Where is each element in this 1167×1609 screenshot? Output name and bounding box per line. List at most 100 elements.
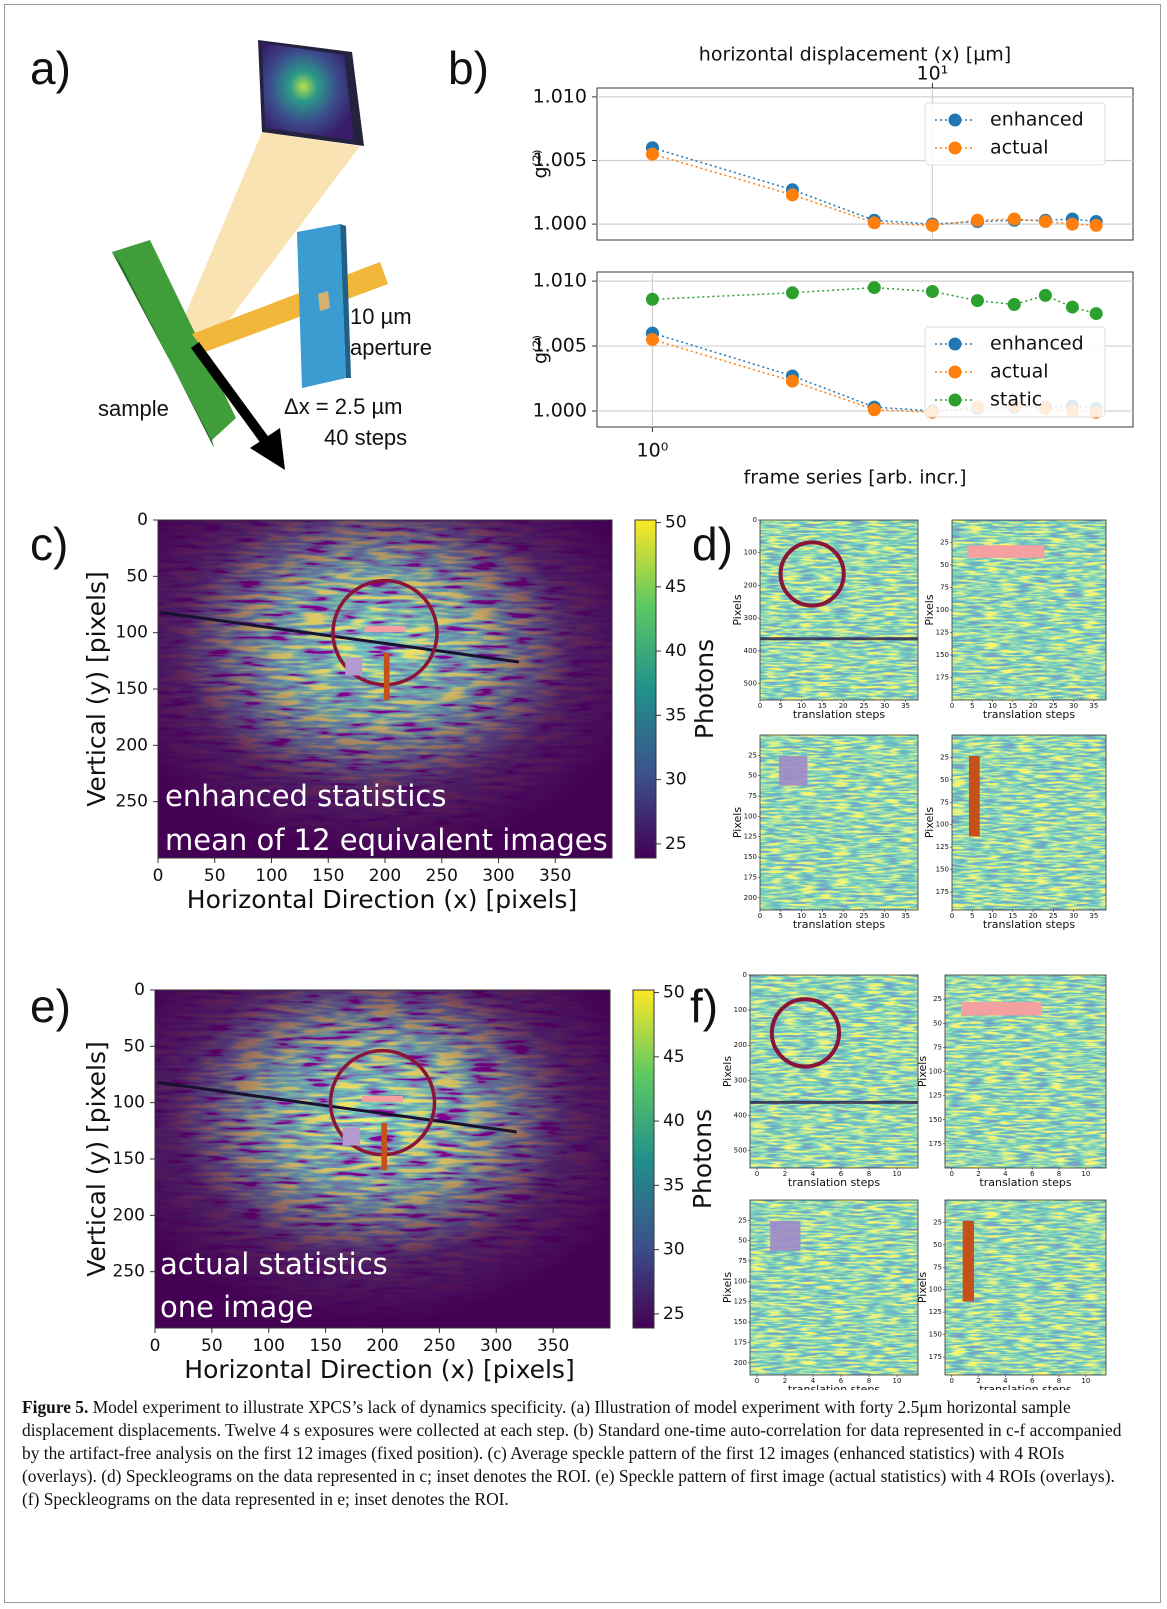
x-tick-label: 0 [150, 1336, 161, 1356]
x-tick-label: 6 [1030, 1377, 1035, 1385]
x-tick-label: 5 [779, 912, 783, 920]
x-tick-label: 6 [839, 1377, 844, 1385]
y-tick-label: 125 [734, 1298, 747, 1306]
y-tick-label: 125 [936, 843, 949, 851]
y-tick-label: 75 [940, 798, 949, 806]
data-point [1089, 218, 1103, 232]
x-tick-label: 2 [976, 1170, 980, 1178]
x-tick-label: 6 [1030, 1170, 1035, 1178]
aperture-hole [318, 291, 330, 311]
x-tick-label: 30 [1069, 912, 1078, 920]
y-axis-label: Pixels [916, 1056, 929, 1087]
x-tick-label: 30 [880, 912, 889, 920]
colorbar-tick-label: 45 [663, 1047, 685, 1067]
y-tick-label: 50 [126, 566, 148, 586]
x-tick-label: 5 [970, 912, 974, 920]
x-tick-label: 6 [839, 1170, 844, 1178]
y-axis-label: g⁽²⁾ [530, 335, 552, 364]
roi-bar [967, 545, 1045, 558]
x-tick-label: 4 [1003, 1170, 1008, 1178]
annotation: aperture [350, 335, 432, 360]
x-tick-label: 10 [893, 1170, 902, 1178]
overlay-text: actual statistics [160, 1247, 388, 1281]
colorbar-tick-label: 50 [663, 983, 685, 1003]
x-tick-label: 8 [1057, 1170, 1061, 1178]
speckleogram-frame [944, 1199, 1107, 1376]
x-tick-label: 50 [204, 866, 226, 886]
x-tick-label: 350 [537, 1336, 569, 1356]
y-tick-label: 50 [940, 776, 949, 784]
x-axis-label: translation steps [979, 1176, 1071, 1189]
roi-square [770, 1221, 801, 1251]
data-point [970, 294, 984, 308]
x2-tick-label: 10¹ [917, 63, 949, 85]
y-tick-label: 100 [936, 606, 949, 614]
x-tick-label: 10⁰ [637, 440, 669, 462]
caption-label: Figure 5. [22, 1397, 89, 1417]
colorbar-tick-label: 35 [663, 1175, 685, 1195]
x-tick-label: 8 [867, 1377, 871, 1385]
y-tick-label: 0 [753, 516, 757, 524]
y-tick-label: 0 [137, 510, 148, 530]
panel-label: f) [690, 980, 718, 1032]
x-tick-label: 100 [253, 1336, 285, 1356]
data-point [1065, 217, 1079, 231]
x-axis-label: translation steps [788, 1383, 880, 1390]
data-point [645, 147, 659, 161]
x-tick-label: 35 [901, 702, 910, 710]
panel-label: b) [448, 42, 489, 94]
data-point [1007, 212, 1021, 226]
annotation: sample [98, 396, 169, 421]
x-axis-label: Horizontal Direction (x) [pixels] [187, 885, 577, 914]
y-tick-label: 75 [933, 1043, 942, 1051]
x-tick-label: 0 [949, 1377, 953, 1385]
y-tick-label: 125 [929, 1308, 942, 1316]
x-tick-label: 0 [758, 912, 762, 920]
y-tick-label: 150 [929, 1331, 942, 1339]
y-tick-label: 250 [116, 792, 148, 812]
data-point [925, 218, 939, 232]
sample-plate [112, 240, 236, 440]
panel-label: e) [30, 980, 71, 1032]
y-tick-label: 100 [734, 1006, 747, 1014]
legend-marker [948, 393, 962, 407]
speckleogram-frame [759, 734, 919, 911]
x-tick-label: 150 [312, 866, 344, 886]
x-axis-label: translation steps [983, 918, 1075, 931]
y-tick-label: 100 [113, 1093, 145, 1113]
x-tick-label: 15 [818, 702, 827, 710]
colorbar-tick-label: 50 [665, 513, 687, 533]
x-tick-label: 0 [950, 912, 954, 920]
y-axis-label: Pixels [916, 1272, 929, 1303]
y-tick-label: 150 [734, 1318, 747, 1326]
x-tick-label: 100 [255, 866, 287, 886]
figure-frame [4, 4, 1161, 1603]
x-axis-label: translation steps [983, 708, 1075, 721]
y-axis-label: Pixels [923, 594, 936, 625]
y-tick-label: 50 [933, 1019, 942, 1027]
x-tick-label: 25 [859, 912, 868, 920]
x-tick-label: 200 [366, 1336, 398, 1356]
x-tick-label: 10 [988, 912, 997, 920]
y-tick-label: 150 [744, 853, 757, 861]
y-tick-label: 100 [929, 1286, 942, 1294]
y-tick-label: 200 [744, 894, 757, 902]
overlay-text: one image [160, 1290, 314, 1324]
x-tick-label: 20 [839, 912, 848, 920]
x-tick-label: 250 [426, 866, 458, 886]
x-tick-label: 2 [783, 1170, 787, 1178]
y-tick-label: 500 [744, 680, 757, 688]
y-tick-label: 125 [936, 629, 949, 637]
y-tick-label: 100 [744, 812, 757, 820]
y-tick-label: 100 [734, 1277, 747, 1285]
y-tick-label: 25 [940, 539, 949, 547]
y-tick-label: 200 [734, 1359, 747, 1367]
data-point [867, 403, 881, 417]
y-tick-label: 1.000 [533, 400, 587, 422]
y-tick-label: 150 [116, 679, 148, 699]
colorbar-label: Photons [688, 1109, 717, 1209]
y-tick-label: 75 [748, 792, 757, 800]
x-tick-label: 35 [1089, 912, 1098, 920]
x-tick-label: 4 [811, 1170, 816, 1178]
speckleogram-frame [749, 974, 919, 1169]
